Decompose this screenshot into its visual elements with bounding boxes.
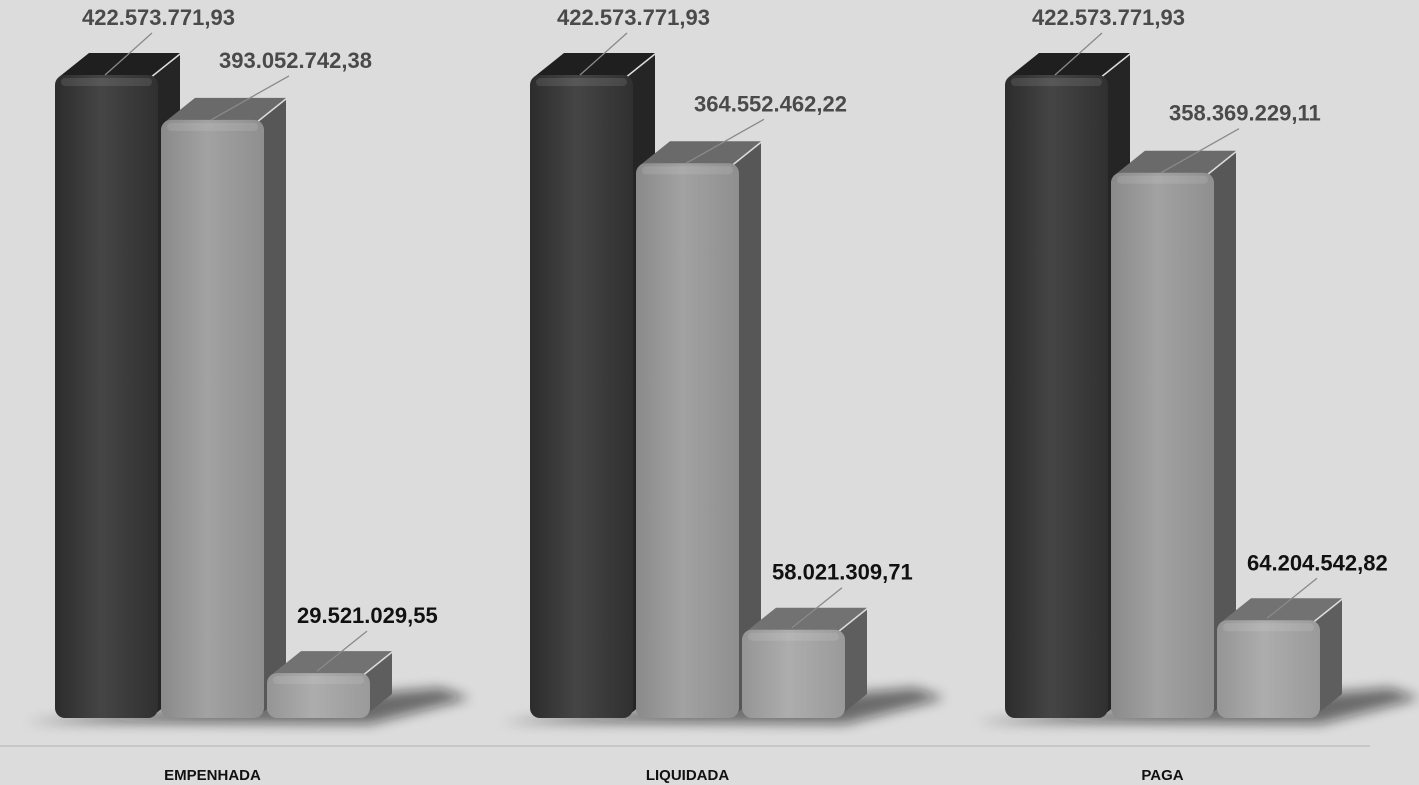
bar-highlight	[748, 632, 839, 641]
bar-highlight	[1011, 78, 1102, 86]
data-label-leader	[685, 118, 765, 164]
bar-highlight	[273, 676, 364, 685]
data-label: 358.369.229,11	[1169, 101, 1321, 126]
bar-top	[1115, 150, 1236, 175]
data-label: 64.204.542,82	[1247, 550, 1388, 575]
data-label: 29.521.029,55	[297, 603, 438, 628]
data-label: 422.573.771,93	[557, 5, 710, 30]
data-label-leader	[1266, 577, 1318, 619]
bar	[1217, 620, 1320, 718]
bar-highlight	[61, 78, 152, 86]
bar-highlight	[536, 78, 627, 86]
bar	[530, 75, 633, 718]
data-label: 422.573.771,93	[1032, 5, 1185, 30]
bar-top	[640, 141, 761, 166]
data-label-leader	[1054, 32, 1103, 76]
data-label: 58.021.309,71	[772, 560, 913, 585]
bar-top	[59, 53, 180, 77]
bar-top	[746, 607, 867, 632]
data-label: 422.573.771,93	[82, 5, 235, 30]
bar-top	[1221, 598, 1342, 623]
bar	[267, 673, 370, 718]
bar-highlight	[167, 122, 258, 131]
data-label-leader	[579, 32, 628, 76]
data-label: 393.052.742,38	[219, 48, 372, 73]
category-label: PAGA	[1141, 767, 1183, 784]
data-label-leader	[316, 630, 368, 672]
bar-top	[534, 53, 655, 77]
bar	[161, 119, 264, 718]
bar-top	[1009, 53, 1130, 77]
data-label: 364.552.462,22	[694, 91, 847, 116]
bar	[636, 163, 739, 718]
category-label: LIQUIDADA	[646, 767, 729, 784]
bar-top	[165, 97, 286, 122]
bar	[1111, 172, 1214, 718]
bar	[1005, 75, 1108, 718]
bar	[742, 629, 845, 718]
data-label-leader	[791, 587, 843, 629]
bar-top	[271, 651, 392, 676]
bar	[55, 75, 158, 718]
bar-highlight	[642, 166, 733, 175]
bar-highlight	[1117, 175, 1208, 184]
bar-highlight	[1223, 623, 1314, 632]
data-label-leader	[1160, 128, 1240, 174]
data-label-leader	[210, 75, 290, 121]
data-label-leader	[104, 32, 153, 76]
category-label: EMPENHADA	[164, 767, 261, 784]
